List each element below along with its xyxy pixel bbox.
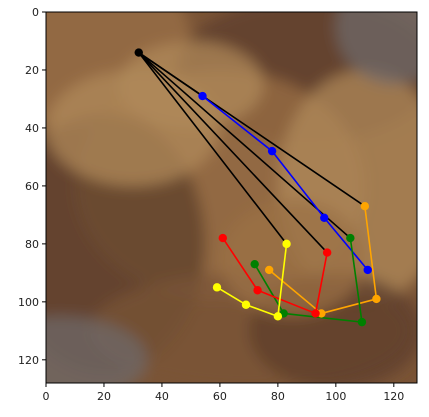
keypoint	[264, 265, 274, 275]
x-tick-label: 100	[325, 390, 346, 403]
keypoint	[282, 239, 291, 249]
plot-area	[46, 12, 417, 383]
finger-bone	[271, 150, 325, 219]
finger-bone	[268, 269, 322, 315]
root-keypoint	[134, 48, 143, 57]
root-bone	[138, 51, 366, 207]
keypoint	[212, 283, 222, 292]
finger-bone	[257, 289, 316, 315]
finger-bone	[222, 237, 259, 291]
keypoint	[267, 146, 277, 156]
keypoint	[311, 309, 320, 318]
finger-bone	[321, 298, 377, 315]
keypoint	[273, 312, 283, 321]
background-blob	[46, 316, 148, 383]
background-blob	[219, 200, 365, 317]
keypoint	[241, 300, 251, 309]
y-tick-label: 80	[25, 238, 39, 251]
finger-bone	[283, 312, 363, 323]
keypoint	[317, 309, 326, 318]
keypoint	[322, 248, 332, 257]
y-tick-label: 20	[25, 64, 39, 77]
finger-bone	[216, 286, 247, 306]
axes-frame	[45, 11, 418, 384]
x-tick-label: 80	[271, 390, 285, 403]
keypoint	[363, 265, 372, 275]
x-tick-label: 60	[213, 390, 227, 403]
x-tick-label: 20	[97, 390, 111, 403]
keypoints	[134, 48, 381, 327]
finger-bone	[323, 217, 369, 271]
root-bone	[138, 52, 288, 245]
background-image	[46, 12, 417, 383]
x-tick-label: 120	[383, 390, 404, 403]
finger-bone	[202, 95, 273, 152]
keypoint	[372, 294, 381, 304]
finger-bone	[364, 206, 378, 300]
background-texture	[46, 12, 417, 383]
keypoint	[346, 233, 355, 243]
y-tick-label: 60	[25, 180, 39, 193]
y-tick-label: 0	[32, 6, 39, 19]
x-tick-label: 0	[43, 390, 50, 403]
x-axis: 0 20 40 60 80 100 120	[43, 383, 404, 403]
keypoint	[218, 233, 228, 243]
y-tick-label: 120	[18, 354, 39, 367]
keypoint	[198, 91, 207, 101]
keypoint	[320, 213, 329, 222]
finger-bone	[314, 252, 328, 314]
background-blob	[335, 12, 417, 85]
keypoint	[360, 201, 370, 211]
keypoint	[250, 259, 259, 269]
keypoint	[357, 317, 367, 327]
keypoint	[253, 286, 262, 295]
y-tick-label: 40	[25, 122, 39, 135]
finger-bone	[277, 243, 288, 317]
y-axis: 0 20 40 60 80 100 120	[18, 6, 46, 367]
y-tick-label: 100	[18, 296, 39, 309]
x-tick-label: 40	[155, 390, 169, 403]
finger-bone	[349, 237, 363, 323]
finger-bone	[245, 303, 279, 318]
root-bone	[138, 52, 328, 254]
skeleton-lines	[138, 51, 378, 323]
